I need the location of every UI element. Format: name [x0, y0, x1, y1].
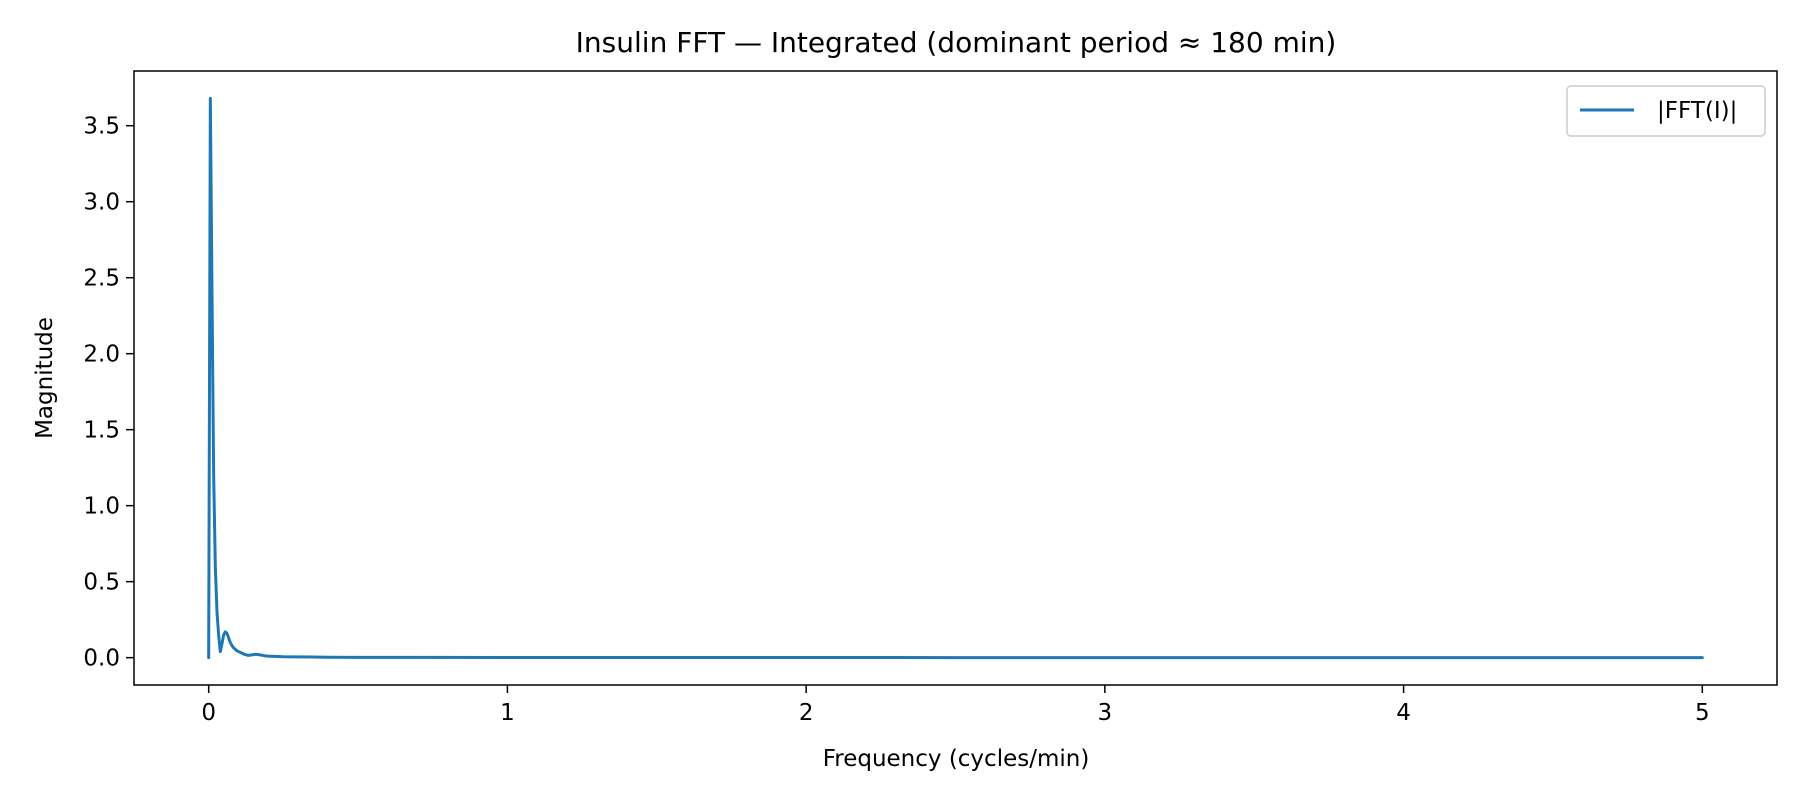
y-tick-label: 2.0 [83, 342, 120, 368]
y-axis-title: Magnitude [32, 317, 58, 439]
x-tick-label: 4 [1396, 700, 1411, 726]
x-tick-label: 5 [1695, 700, 1710, 726]
legend-box [1566, 85, 1766, 137]
x-axis-ticks: 0 1 2 3 4 5 [201, 685, 1710, 726]
legend: |FFT(I)| [1566, 85, 1766, 137]
y-tick-label: 0.5 [83, 570, 120, 596]
legend-label-fft: |FFT(I)| [1657, 98, 1737, 124]
x-tick-label: 2 [799, 700, 814, 726]
y-tick-label: 3.0 [83, 190, 120, 216]
chart-title: Insulin FFT — Integrated (dominant perio… [576, 26, 1337, 59]
y-tick-label: 2.5 [83, 266, 120, 292]
y-tick-label: 3.5 [83, 114, 120, 140]
x-tick-label: 0 [201, 700, 216, 726]
plot-frame [133, 70, 1778, 686]
y-tick-label: 0.0 [83, 646, 120, 672]
series-line-fft [207, 96, 1704, 660]
x-tick-label: 1 [500, 700, 515, 726]
x-tick-label: 3 [1098, 700, 1113, 726]
y-axis-ticks: 0.0 0.5 1.0 1.5 2.0 2.5 3.0 3.5 [83, 114, 134, 672]
x-axis-title: Frequency (cycles/min) [823, 746, 1090, 772]
y-tick-label: 1.0 [83, 494, 120, 520]
y-tick-label: 1.5 [83, 418, 120, 444]
